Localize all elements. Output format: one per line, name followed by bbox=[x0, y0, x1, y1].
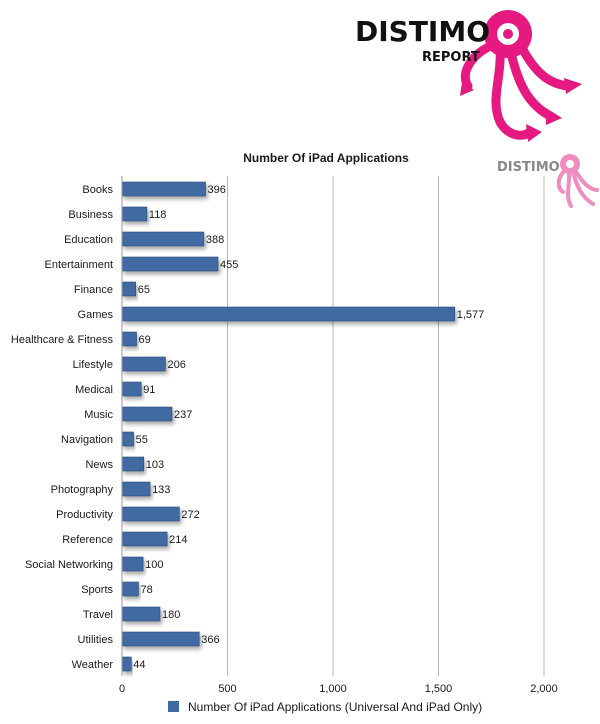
category-label: Sports bbox=[81, 584, 113, 596]
bar bbox=[121, 231, 205, 247]
bar bbox=[121, 556, 144, 572]
value-label: 55 bbox=[136, 434, 148, 446]
category-label: Reference bbox=[62, 534, 113, 546]
bar bbox=[121, 356, 166, 372]
watermark-wordmark: DISTIMO bbox=[497, 160, 560, 175]
bar bbox=[121, 406, 173, 422]
gear-icon bbox=[484, 10, 532, 58]
x-tick-label: 2,000 bbox=[530, 683, 558, 695]
value-label: 366 bbox=[201, 634, 219, 646]
category-label: Utilities bbox=[78, 634, 114, 646]
value-label: 396 bbox=[208, 184, 226, 196]
category-label: Games bbox=[78, 309, 114, 321]
bar bbox=[121, 306, 456, 322]
value-label: 214 bbox=[169, 534, 187, 546]
value-label: 272 bbox=[181, 509, 199, 521]
category-label: Travel bbox=[83, 609, 113, 621]
category-label: Social Networking bbox=[25, 559, 113, 571]
distimo-logo: DISTIMO REPORT bbox=[355, 10, 582, 142]
category-label: Healthcare & Fitness bbox=[11, 334, 114, 346]
category-label: Navigation bbox=[61, 434, 113, 446]
bar bbox=[121, 656, 132, 672]
value-label: 65 bbox=[138, 284, 150, 296]
legend-swatch bbox=[168, 701, 179, 712]
value-label: 388 bbox=[206, 234, 224, 246]
value-label: 69 bbox=[139, 334, 151, 346]
value-label: 455 bbox=[220, 259, 238, 271]
bar bbox=[121, 431, 134, 447]
category-label: Finance bbox=[74, 284, 113, 296]
category-label: Weather bbox=[72, 659, 114, 671]
bar bbox=[121, 631, 200, 647]
category-label: Entertainment bbox=[45, 259, 113, 271]
legend-label: Number Of iPad Applications (Universal A… bbox=[188, 700, 482, 714]
bar bbox=[121, 206, 148, 222]
value-label: 91 bbox=[143, 384, 155, 396]
bar bbox=[121, 606, 161, 622]
bar bbox=[121, 281, 137, 297]
value-label: 180 bbox=[162, 609, 180, 621]
x-tick-label: 1,000 bbox=[319, 683, 347, 695]
value-label: 1,577 bbox=[457, 309, 485, 321]
value-label: 103 bbox=[146, 459, 164, 471]
bar bbox=[121, 181, 206, 197]
chart-title: Number Of iPad Applications bbox=[243, 151, 409, 165]
category-label: News bbox=[85, 459, 113, 471]
bar bbox=[121, 456, 145, 472]
value-label: 100 bbox=[145, 559, 163, 571]
bar bbox=[121, 531, 168, 547]
value-label: 237 bbox=[174, 409, 192, 421]
value-label: 133 bbox=[152, 484, 170, 496]
distimo-watermark-logo: DISTIMO bbox=[497, 154, 599, 208]
category-label: Music bbox=[84, 409, 113, 421]
value-label: 118 bbox=[149, 209, 167, 221]
gear-icon bbox=[560, 154, 580, 174]
value-label: 44 bbox=[133, 659, 145, 671]
x-tick-label: 500 bbox=[218, 683, 236, 695]
bar bbox=[121, 581, 139, 597]
category-label: Productivity bbox=[56, 509, 113, 521]
category-label: Lifestyle bbox=[73, 359, 113, 371]
bar bbox=[121, 481, 151, 497]
x-tick-label: 1,500 bbox=[425, 683, 453, 695]
x-tick-label: 0 bbox=[119, 683, 125, 695]
bar bbox=[121, 381, 142, 397]
report-label: REPORT bbox=[422, 50, 480, 65]
value-label: 206 bbox=[167, 359, 185, 371]
bar bbox=[121, 256, 219, 272]
bar bbox=[121, 506, 180, 522]
bar bbox=[121, 331, 137, 347]
category-label: Education bbox=[64, 234, 113, 246]
category-label: Medical bbox=[75, 384, 113, 396]
brand-wordmark: DISTIMO bbox=[355, 15, 490, 48]
value-label: 78 bbox=[140, 584, 152, 596]
category-label: Photography bbox=[51, 484, 114, 496]
legend: Number Of iPad Applications (Universal A… bbox=[168, 700, 482, 714]
category-label: Business bbox=[68, 209, 113, 221]
category-label: Books bbox=[82, 184, 113, 196]
